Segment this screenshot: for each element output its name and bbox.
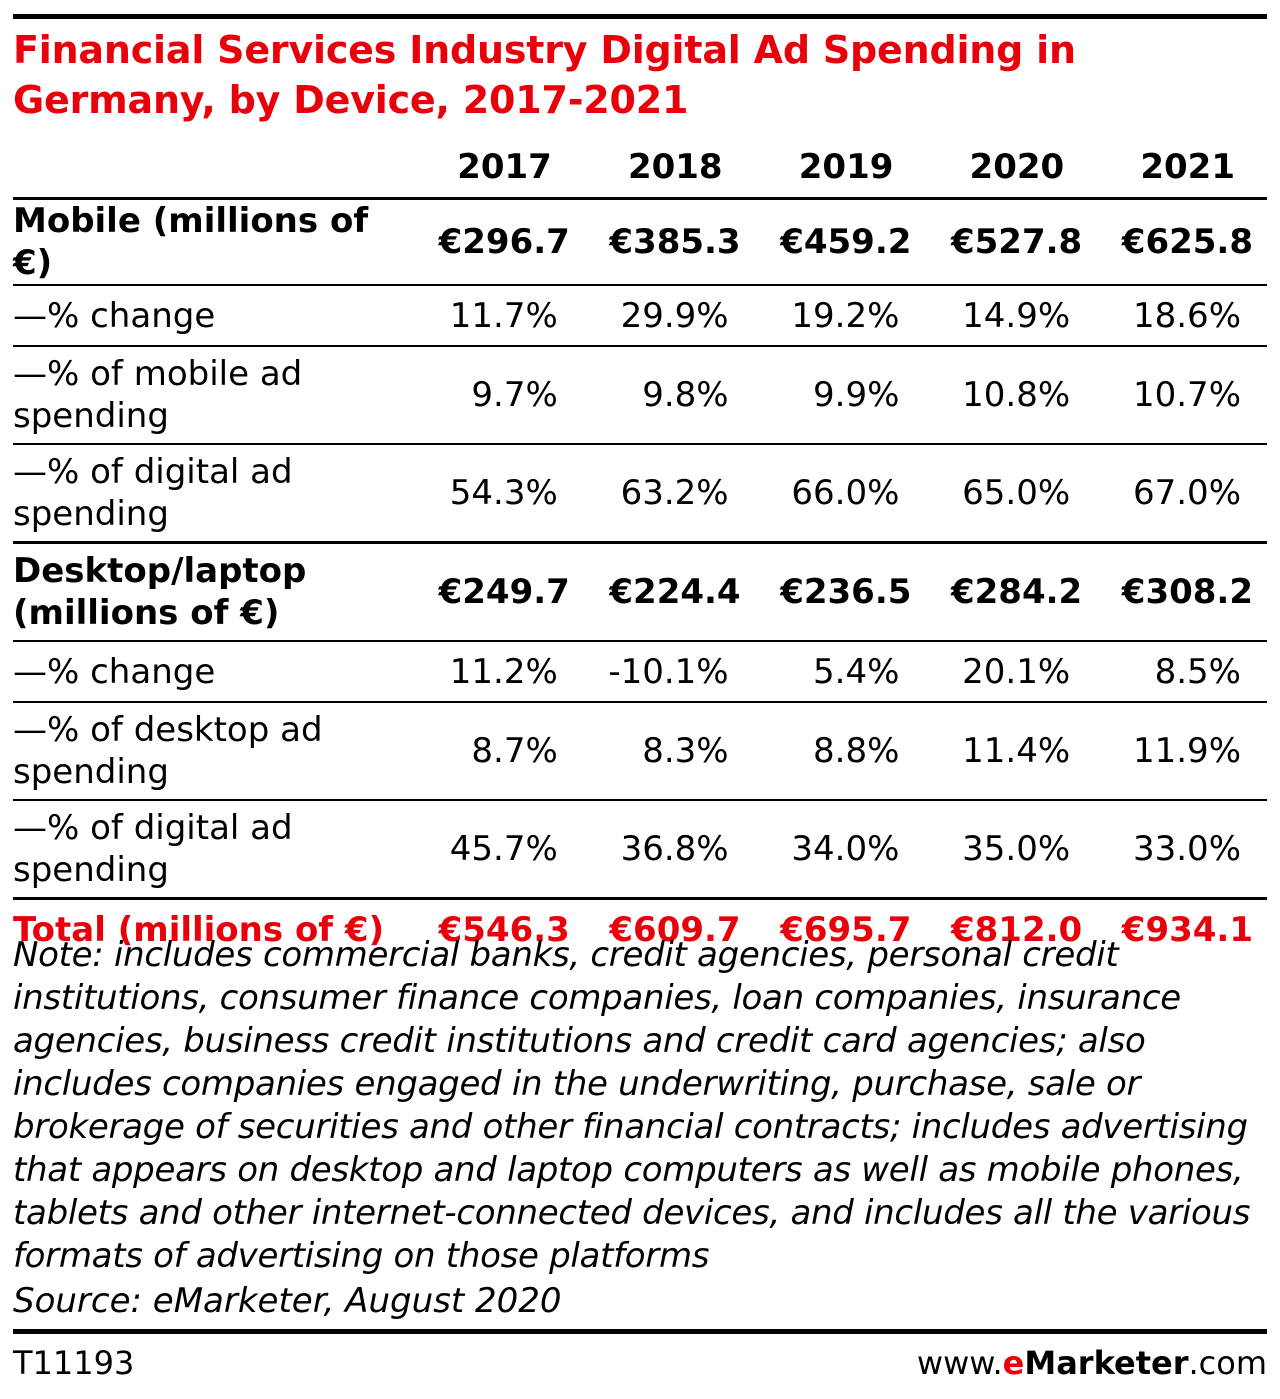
table-row: —% of digital ad spending 45.7% 36.8% 34… — [13, 800, 1267, 900]
table-row-desktop: Desktop/laptop (millions of €) €249.7 €2… — [13, 542, 1267, 642]
table-cell: 35.0% — [925, 800, 1097, 900]
data-table: 2017 2018 2019 2020 2021 Mobile (million… — [13, 137, 1267, 960]
corner-cell — [13, 137, 413, 200]
table-cell: €308.2 — [1096, 542, 1267, 642]
row-label: —% change — [13, 641, 413, 703]
table-row-mobile: Mobile (millions of €) €296.7 €385.3 €45… — [13, 198, 1267, 286]
row-label: —% of digital ad spending — [13, 800, 413, 900]
table-cell: 29.9% — [583, 285, 755, 347]
table-cell: 65.0% — [925, 444, 1097, 544]
row-label: —% of digital ad spending — [13, 444, 413, 544]
table-cell: €609.7 — [609, 910, 741, 950]
chart-title: Financial Services Industry Digital Ad S… — [13, 28, 1076, 122]
row-label: —% of mobile ad spending — [13, 346, 413, 445]
table-cell: €934.1 — [1121, 910, 1253, 950]
table-row: —% change 11.2% -10.1% 5.4% 20.1% 8.5% — [13, 641, 1267, 703]
column-header: 2019 — [754, 137, 926, 200]
row-label: Mobile (millions of €) — [13, 198, 413, 286]
table-cell: €236.5 — [754, 542, 926, 642]
table-cell: 8.8% — [754, 702, 926, 801]
table-cell: -10.1% — [583, 641, 755, 703]
table-cell: 45.7% — [413, 800, 584, 900]
table-cell: €527.8 — [925, 198, 1097, 286]
row-label: —% change — [13, 285, 413, 347]
column-header: 2018 — [583, 137, 755, 200]
table-cell: €546.3 — [438, 910, 570, 950]
table-cell: €224.4 — [583, 542, 755, 642]
brand-suffix: .com — [1188, 1344, 1267, 1382]
table-cell: €296.7 — [413, 198, 584, 286]
table-cell: €812.0 — [950, 910, 1083, 950]
chart-note: Note: includes commercial banks, credit … — [13, 935, 1251, 1276]
brand-prefix: www. — [916, 1344, 1003, 1382]
table-row-total: Total (millions of €) €546.3 €609.7 €695… — [13, 899, 1267, 961]
row-label: —% of desktop ad spending — [13, 702, 413, 801]
table-row: —% of digital ad spending 54.3% 63.2% 66… — [13, 444, 1267, 544]
brand-e: e — [1002, 1344, 1025, 1382]
table-cell: 10.8% — [925, 346, 1097, 445]
table-row: —% of mobile ad spending 9.7% 9.8% 9.9% … — [13, 346, 1267, 445]
table-cell: 34.0% — [754, 800, 926, 900]
table-cell: €385.3 — [583, 198, 755, 286]
table-cell: 67.0% — [1096, 444, 1267, 544]
table-cell: 9.8% — [583, 346, 755, 445]
table-cell: 11.4% — [925, 702, 1097, 801]
column-header: 2020 — [925, 137, 1097, 200]
brand-name: Marketer — [1024, 1344, 1189, 1382]
table-cell: 9.9% — [754, 346, 926, 445]
table-cell: 8.7% — [413, 702, 584, 801]
table-cell: 10.7% — [1096, 346, 1267, 445]
table-cell: 8.5% — [1096, 641, 1267, 703]
emarketer-logo: www.eMarketer.com — [917, 1343, 1267, 1383]
table-cell: 11.2% — [413, 641, 584, 703]
table-cell: 18.6% — [1096, 285, 1267, 347]
table-cell: €249.7 — [413, 542, 584, 642]
row-label: Total (millions of €) — [13, 910, 385, 950]
table-cell: 66.0% — [754, 444, 926, 544]
table-cell: €459.2 — [754, 198, 926, 286]
table-cell: 14.9% — [925, 285, 1097, 347]
table-cell: 11.7% — [413, 285, 584, 347]
column-header: 2021 — [1096, 137, 1267, 200]
table-cell: €625.8 — [1096, 198, 1267, 286]
chart-id: T11193 — [13, 1344, 135, 1382]
bottom-rule — [13, 1329, 1267, 1334]
table-cell: €695.7 — [780, 910, 912, 950]
table-cell: 36.8% — [583, 800, 755, 900]
header-row: 2017 2018 2019 2020 2021 — [13, 137, 1267, 200]
table-cell: 11.9% — [1096, 702, 1267, 801]
table-cell: 5.4% — [754, 641, 926, 703]
table-cell: 63.2% — [583, 444, 755, 544]
row-label: Desktop/laptop (millions of €) — [13, 542, 413, 642]
table-cell: 33.0% — [1096, 800, 1267, 900]
table-row: —% change 11.7% 29.9% 19.2% 14.9% 18.6% — [13, 285, 1267, 347]
column-header: 2017 — [413, 137, 584, 200]
table-cell: 20.1% — [925, 641, 1097, 703]
table-cell: €284.2 — [925, 542, 1097, 642]
table-cell: 54.3% — [413, 444, 584, 544]
table-cell: 8.3% — [583, 702, 755, 801]
top-rule — [13, 14, 1267, 19]
table-row: —% of desktop ad spending 8.7% 8.3% 8.8%… — [13, 702, 1267, 801]
table-cell: 19.2% — [754, 285, 926, 347]
table-cell: 9.7% — [413, 346, 584, 445]
chart-source: Source: eMarketer, August 2020 — [13, 1281, 562, 1321]
